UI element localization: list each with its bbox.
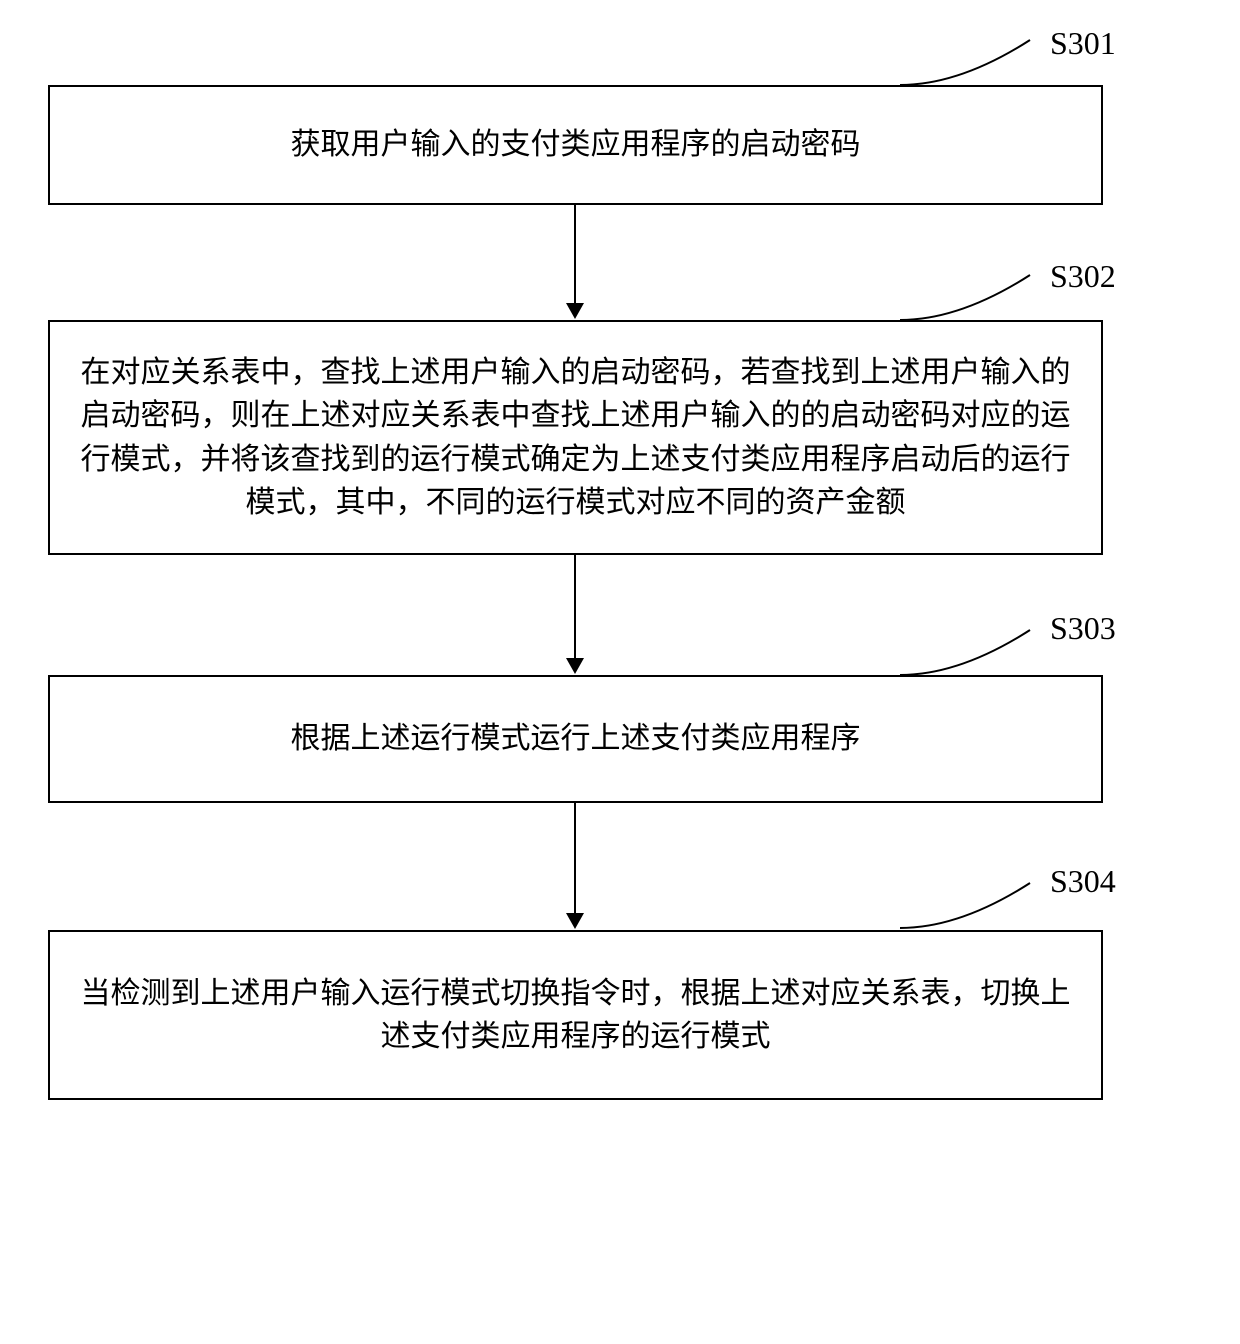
step-label-s304: S304 xyxy=(1050,863,1116,900)
flow-step-1: 获取用户输入的支付类应用程序的启动密码 xyxy=(48,85,1103,205)
arrow-3 xyxy=(574,803,576,913)
arrow-head-1 xyxy=(566,303,584,319)
flow-step-2: 在对应关系表中，查找上述用户输入的启动密码，若查找到上述用户输入的启动密码，则在… xyxy=(48,320,1103,555)
arrow-head-2 xyxy=(566,658,584,674)
connector-s302 xyxy=(900,270,1040,330)
flow-step-1-text: 获取用户输入的支付类应用程序的启动密码 xyxy=(291,123,861,167)
flow-step-3-text: 根据上述运行模式运行上述支付类应用程序 xyxy=(291,717,861,761)
flow-step-4-text: 当检测到上述用户输入运行模式切换指令时，根据上述对应关系表，切换上述支付类应用程… xyxy=(70,972,1081,1059)
flow-step-2-text: 在对应关系表中，查找上述用户输入的启动密码，若查找到上述用户输入的启动密码，则在… xyxy=(70,351,1081,525)
step-label-s301: S301 xyxy=(1050,25,1116,62)
connector-s301 xyxy=(900,35,1040,95)
arrow-1 xyxy=(574,205,576,303)
connector-s304 xyxy=(900,878,1040,938)
arrow-2 xyxy=(574,555,576,658)
step-label-s303: S303 xyxy=(1050,610,1116,647)
flow-step-3: 根据上述运行模式运行上述支付类应用程序 xyxy=(48,675,1103,803)
step-label-s302: S302 xyxy=(1050,258,1116,295)
connector-s303 xyxy=(900,625,1040,685)
arrow-head-3 xyxy=(566,913,584,929)
flow-step-4: 当检测到上述用户输入运行模式切换指令时，根据上述对应关系表，切换上述支付类应用程… xyxy=(48,930,1103,1100)
